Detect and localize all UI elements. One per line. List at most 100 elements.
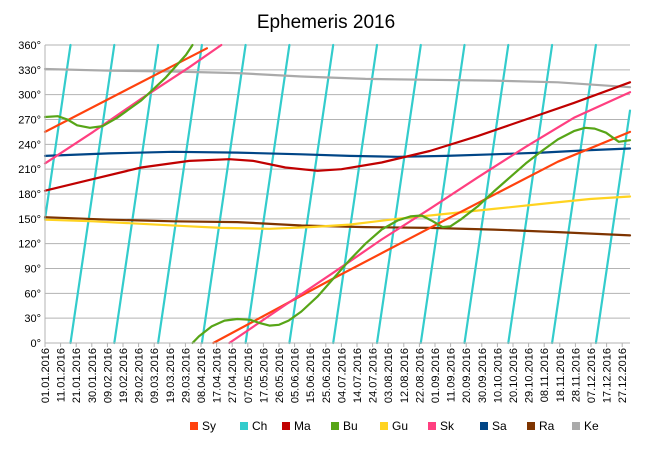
series-bu-line (191, 126, 632, 345)
x-tick-label: 27.04.2016 (227, 348, 239, 403)
y-tick-label: 90° (24, 264, 41, 276)
legend-swatch-ch (240, 422, 248, 430)
series-ch-line (594, 109, 632, 345)
x-tick-label: 14.07.2016 (352, 348, 364, 403)
x-tick-label: 24.07.2016 (368, 348, 380, 403)
series-ch-line (375, 43, 422, 345)
x-tick-label: 21.01.2016 (71, 348, 83, 403)
legend-swatch-ke (572, 422, 580, 430)
legend: Sy Ch Ma Bu Gu Sk Sa Ra Ke (190, 419, 599, 433)
legend-swatch-bu (331, 422, 339, 430)
legend-swatch-sk (428, 422, 436, 430)
series-sk-line (228, 91, 632, 345)
x-tick-label: 17.04.2016 (212, 348, 224, 403)
legend-label-sy: Sy (202, 419, 216, 433)
series-ch-line (157, 43, 203, 345)
series-ch-line (507, 43, 554, 345)
y-tick-label: 60° (24, 288, 41, 300)
series-ch-line (288, 43, 335, 345)
y-tick-label: 120° (18, 239, 41, 251)
series-sy-line (43, 47, 208, 133)
x-tick-label: 05.06.2016 (290, 348, 302, 403)
x-tick-label: 20.10.2016 (508, 348, 520, 403)
series-ch-line (550, 43, 598, 345)
series-ch-line (463, 43, 510, 345)
x-tick-label: 01.09.2016 (430, 348, 442, 403)
x-tick-label: 19.03.2016 (165, 348, 177, 403)
y-tick-label: 180° (18, 189, 41, 201)
grid-lines (45, 44, 630, 344)
series-ke-line (43, 67, 632, 89)
series-ch-line (244, 43, 291, 345)
x-tick-label: 29.03.2016 (180, 348, 192, 403)
series-bu-line (43, 43, 194, 129)
y-tick-label: 210° (18, 164, 41, 176)
x-tick-label: 29.10.2016 (524, 348, 536, 403)
legend-label-bu: Bu (343, 419, 358, 433)
legend-swatch-sy (190, 422, 198, 430)
legend-swatch-ra (527, 422, 535, 430)
x-tick-label: 11.01.2016 (56, 348, 68, 402)
x-tick-label: 07.12.2016 (586, 348, 598, 403)
legend-swatch-ma (282, 422, 290, 430)
legend-label-sa: Sa (492, 419, 507, 433)
x-tick-label: 25.06.2016 (321, 348, 333, 403)
x-tick-label: 18.11.2016 (555, 348, 567, 402)
series-ma-line (43, 81, 632, 192)
x-tick-label: 09.02.2016 (102, 348, 114, 403)
chart-title: Ephemeris 2016 (257, 12, 395, 33)
series-ch-line (43, 43, 72, 220)
x-tick-label: 08.04.2016 (196, 348, 208, 403)
y-tick-label: 150° (18, 214, 41, 226)
legend-label-ma: Ma (294, 419, 311, 433)
y-tick-label: 330° (18, 65, 41, 77)
x-tick-label: 19.02.2016 (118, 348, 130, 403)
y-tick-label: 30° (24, 313, 41, 325)
x-tick-label: 03.08.2016 (383, 348, 395, 403)
x-tick-label: 04.07.2016 (336, 348, 348, 403)
x-tick-label: 30.09.2016 (477, 348, 489, 403)
x-tick-label: 17.12.2016 (602, 348, 614, 403)
x-tick-label: 26.05.2016 (274, 348, 286, 403)
legend-label-ke: Ke (584, 419, 599, 433)
series-sk-line (43, 43, 223, 165)
x-tick-label: 10.10.2016 (492, 348, 504, 403)
legend-label-ra: Ra (539, 419, 555, 433)
axes (44, 45, 630, 347)
x-tick-label: 11.09.2016 (446, 348, 458, 402)
x-tick-label: 30.01.2016 (87, 348, 99, 403)
y-tick-label: 0° (30, 338, 41, 350)
series-ch-line (113, 43, 160, 345)
x-tick-label: 22.08.2016 (414, 348, 426, 403)
y-tick-label: 300° (18, 90, 41, 102)
series-sa-line (43, 147, 632, 158)
legend-swatch-sa (480, 422, 488, 430)
x-tick-label: 15.06.2016 (305, 348, 317, 403)
series-ch-line (419, 43, 466, 345)
x-tick-label: 07.05.2016 (243, 348, 255, 403)
x-tick-label: 17.05.2016 (258, 348, 270, 403)
series-ch-line (332, 43, 379, 345)
legend-label-gu: Gu (392, 419, 408, 433)
x-tick-label: 01.01.2016 (40, 348, 52, 403)
x-tick-label: 20.09.2016 (461, 348, 473, 403)
x-tick-label: 08.11.2016 (539, 348, 551, 402)
x-tick-label: 12.08.2016 (399, 348, 411, 403)
y-tick-label: 360° (18, 40, 41, 52)
series-ch-line (200, 43, 247, 345)
y-tick-label: 240° (18, 139, 41, 151)
series-ch-line (69, 43, 116, 345)
y-tick-label: 270° (18, 115, 41, 127)
x-tick-label: 28.11.2016 (570, 348, 582, 402)
legend-swatch-gu (380, 422, 388, 430)
x-tick-label: 29.02.2016 (134, 348, 146, 403)
x-tick-label: 27.12.2016 (617, 348, 629, 403)
series-gu-line (43, 195, 632, 230)
legend-label-sk: Sk (440, 419, 455, 433)
x-tick-label: 09.03.2016 (149, 348, 161, 403)
series-lines (43, 43, 632, 345)
y-tick-labels: 0° 30° 60° 90° 120° 150° 180° 210° 240° 270° 300° 3… (18, 40, 41, 350)
legend-label-ch: Ch (252, 419, 267, 433)
x-tick-labels: 01.01.2016 11.01.2016 21.01.2016 30.01.2016… (40, 348, 629, 403)
